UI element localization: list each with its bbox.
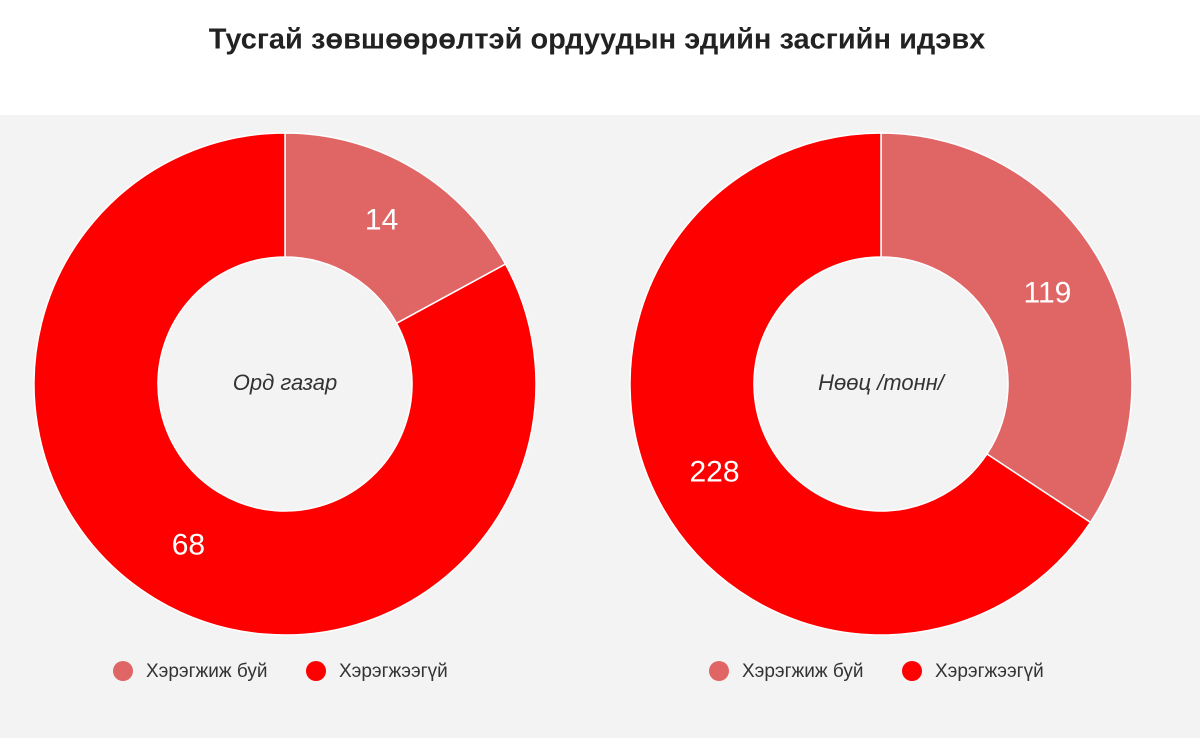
center-label: Нөөц /тонн/ <box>818 370 946 395</box>
donut-slice <box>629 132 1092 636</box>
legend-swatch <box>113 661 133 681</box>
legend-swatch <box>902 661 922 681</box>
legend-label: Хэрэгжиж буй <box>146 661 267 682</box>
donut-slice <box>33 132 537 636</box>
legend-label: Хэрэгжээгүй <box>339 661 448 682</box>
data-label: 119 <box>1024 276 1072 309</box>
legend-label: Хэрэгжээгүй <box>935 661 1044 682</box>
donut-slice <box>284 132 507 325</box>
data-label: 228 <box>690 455 740 488</box>
page-title: Тусгай зөвшөөрөлтэй ордуудын эдийн засги… <box>209 24 986 56</box>
legend-swatch <box>709 661 729 681</box>
legend-swatch <box>306 661 326 681</box>
donut-slice <box>880 132 1133 524</box>
data-label: 68 <box>172 528 205 561</box>
data-label: 14 <box>365 203 398 236</box>
center-label: Орд газар <box>233 370 337 395</box>
legend-label: Хэрэгжиж буй <box>742 661 863 682</box>
